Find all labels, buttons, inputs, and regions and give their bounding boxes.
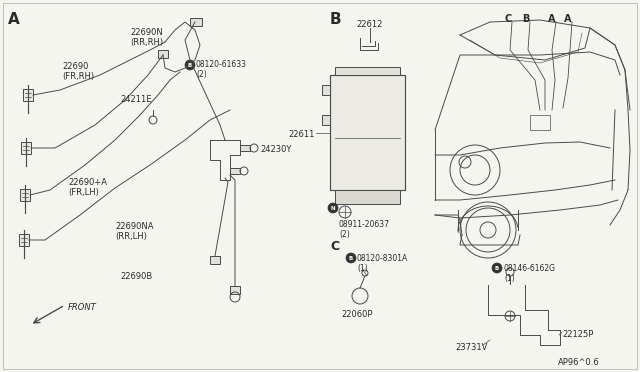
Text: B: B <box>188 62 192 67</box>
Text: 22690NA
(RR,LH): 22690NA (RR,LH) <box>115 222 154 241</box>
Text: B: B <box>522 14 530 24</box>
Text: 22690N
(RR,RH): 22690N (RR,RH) <box>130 28 163 47</box>
Bar <box>190 18 202 26</box>
Text: 22060P: 22060P <box>341 310 372 319</box>
Text: 22690+A
(FR,LH): 22690+A (FR,LH) <box>68 178 107 198</box>
Circle shape <box>492 263 502 273</box>
Bar <box>230 168 240 174</box>
Text: 22690B: 22690B <box>120 272 152 281</box>
Text: 22612: 22612 <box>357 20 383 29</box>
Text: 24230Y: 24230Y <box>260 145 291 154</box>
Text: 23731V: 23731V <box>455 343 488 352</box>
Text: B: B <box>330 12 342 27</box>
Text: 08120-8301A
(1): 08120-8301A (1) <box>357 254 408 273</box>
Bar <box>335 190 400 204</box>
Text: N: N <box>331 205 335 211</box>
Text: A: A <box>564 14 572 24</box>
Bar <box>21 142 31 154</box>
Bar <box>210 256 220 264</box>
Circle shape <box>328 203 338 213</box>
Bar <box>530 115 550 130</box>
Text: A: A <box>8 12 20 27</box>
Text: 22690
(FR,RH): 22690 (FR,RH) <box>62 62 94 81</box>
Bar <box>23 89 33 101</box>
Text: B: B <box>495 266 499 270</box>
Text: A: A <box>548 14 556 24</box>
Bar <box>335 67 400 75</box>
Circle shape <box>346 253 356 263</box>
Text: 22611: 22611 <box>289 130 315 139</box>
Bar <box>240 145 250 151</box>
Bar <box>20 189 30 201</box>
Text: AP96^0.6: AP96^0.6 <box>558 358 600 367</box>
Bar <box>322 115 330 125</box>
Circle shape <box>185 60 195 70</box>
Text: C: C <box>504 14 511 24</box>
Bar <box>330 75 405 190</box>
Text: 24211E: 24211E <box>120 95 152 104</box>
Bar <box>230 286 240 294</box>
Bar <box>322 85 330 95</box>
Text: B: B <box>349 256 353 260</box>
Bar <box>158 50 168 58</box>
Text: C: C <box>330 240 339 253</box>
Text: FRONT: FRONT <box>68 304 97 312</box>
Text: 08911-20637
(2): 08911-20637 (2) <box>339 220 390 240</box>
Text: 08120-61633
(2): 08120-61633 (2) <box>196 60 247 79</box>
Text: 22125P: 22125P <box>562 330 593 339</box>
Bar <box>19 234 29 246</box>
Text: 08146-6162G
(1): 08146-6162G (1) <box>504 264 556 283</box>
